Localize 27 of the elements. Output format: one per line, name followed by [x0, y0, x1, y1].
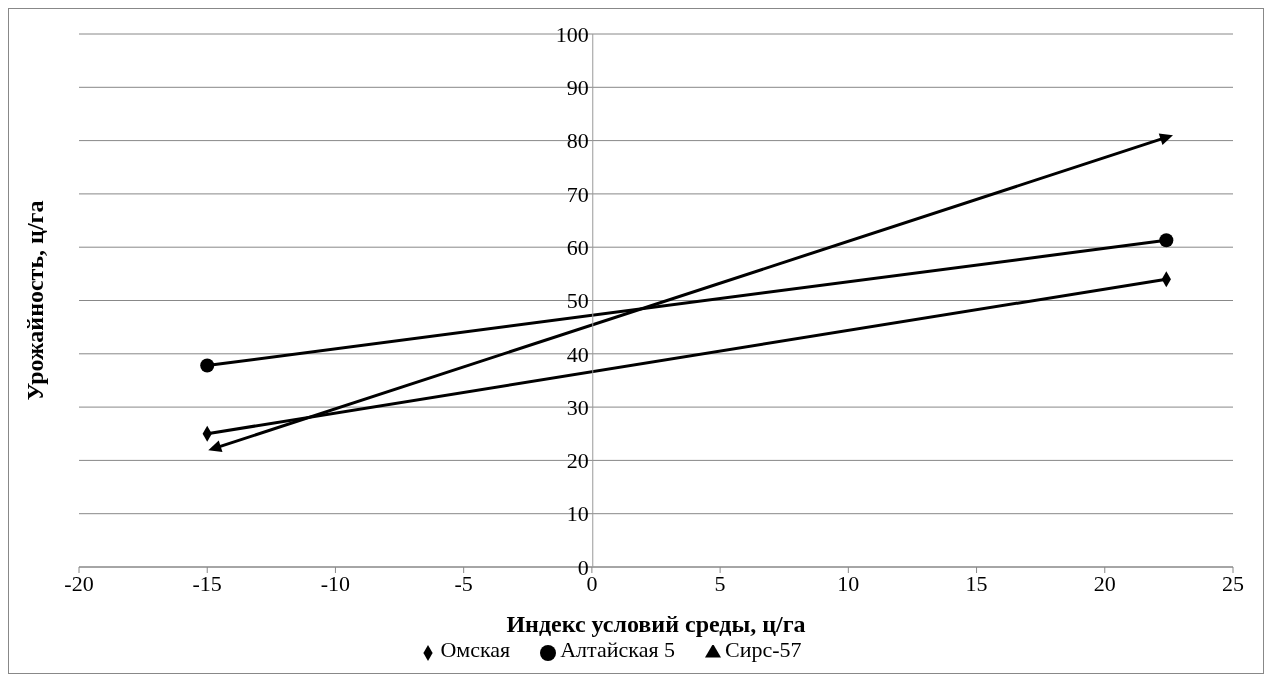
legend-label: Сирс-57	[725, 637, 802, 662]
legend-label: Алтайская 5	[560, 637, 676, 662]
x-tick-label: -5	[454, 570, 473, 596]
y-tick-label: 60	[566, 234, 589, 260]
y-tick-label: 0	[577, 554, 589, 580]
x-tick-label: -20	[64, 570, 94, 596]
x-tick-label: 5	[714, 570, 726, 596]
y-tick-label: 90	[566, 75, 589, 100]
y-tick-label: 50	[566, 288, 589, 314]
y-tick-label: 80	[566, 128, 589, 154]
y-tick-label: 70	[566, 181, 589, 207]
x-tick-label: -15	[192, 570, 222, 596]
y-tick-label: 30	[566, 394, 589, 420]
y-tick-label: 40	[566, 341, 589, 367]
x-tick-label: 10	[837, 570, 860, 596]
legend-label: Омская	[440, 637, 511, 662]
x-tick-label: 15	[965, 570, 988, 596]
x-tick-label: 20	[1093, 570, 1116, 596]
y-tick-label: 100	[555, 21, 589, 47]
point	[1159, 233, 1174, 248]
y-tick-label: 10	[566, 501, 589, 527]
y-axis-title: Урожайность, ц/га	[21, 200, 48, 401]
x-axis-title: Индекс условий среды, ц/га	[506, 611, 806, 637]
y-tick-label: 20	[566, 448, 589, 474]
x-tick-label: -10	[320, 570, 351, 596]
x-tick-label: 25	[1222, 570, 1244, 596]
point	[200, 358, 215, 373]
